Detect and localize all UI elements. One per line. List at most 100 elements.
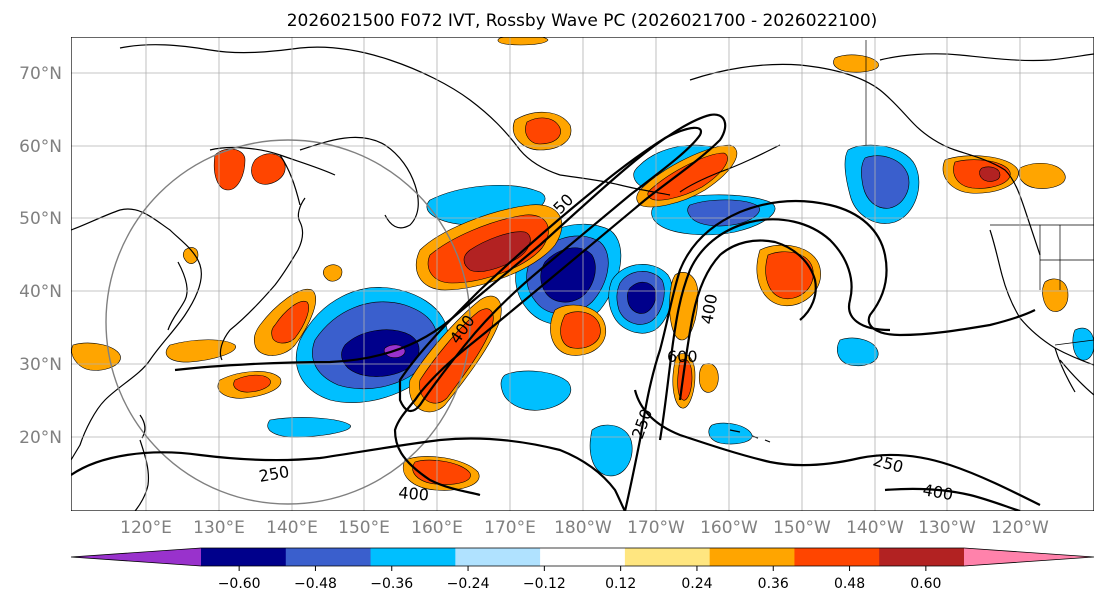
- coastline-baja: [1054, 347, 1094, 396]
- coastline-aleutians: [559, 174, 671, 196]
- negative-anomaly-subtropical-1: [500, 370, 571, 411]
- coastline-alaska-peninsula: [679, 144, 781, 193]
- colorbar-tick-label: −0.60: [218, 576, 261, 592]
- longitude-labels: 120°E 130°E 140°E 150°E 160°E 170°E 180°…: [120, 518, 1049, 538]
- positive-anomaly-subtropical-5: [698, 363, 719, 393]
- lon-label: 130°W: [918, 518, 976, 538]
- positive-anomaly-japan-core: [271, 300, 309, 344]
- colorbar-extend-min: [71, 548, 201, 566]
- coastline-japan: [219, 197, 306, 361]
- lon-label: 170°E: [484, 518, 536, 538]
- colorbar-segment: [879, 548, 965, 566]
- coastline-siberia: [119, 44, 561, 176]
- contour-600-core: [398, 126, 703, 413]
- colorbar-segment: [201, 548, 287, 566]
- positive-anomaly-arctic-1: [833, 54, 879, 73]
- ivt-contours: [71, 113, 1041, 511]
- lon-label: 120°W: [991, 518, 1049, 538]
- lon-label: 170°W: [627, 518, 685, 538]
- positive-anomaly-kamchatka-core: [525, 117, 561, 145]
- lat-label: 30°N: [19, 355, 62, 375]
- colorbar: −0.60 −0.48 −0.36 −0.24 −0.12 0.12 0.24 0.36 0.4…: [70, 547, 1095, 592]
- border-us-states-1: [1039, 225, 1094, 290]
- colorbar-segment: [540, 548, 626, 566]
- positive-anomaly-south-japan-core: [233, 374, 271, 393]
- graticule: [71, 37, 1094, 511]
- coastline-korea: [167, 261, 188, 331]
- lat-label: 50°N: [19, 209, 62, 229]
- lat-label: 20°N: [19, 428, 62, 448]
- lat-label: 60°N: [19, 137, 62, 157]
- negative-anomaly-gulf-alaska-core: [861, 155, 910, 209]
- colorbar-tick-label: 0.48: [834, 576, 865, 592]
- latitude-labels: 70°N 60°N 50°N 40°N 30°N 20°N: [19, 64, 62, 448]
- lon-label: 160°W: [700, 518, 758, 538]
- positive-anomaly-subtropical-4-core: [560, 311, 601, 349]
- contour-400-west: [174, 113, 727, 497]
- lon-label: 130°E: [193, 518, 245, 538]
- lon-label: 150°E: [338, 518, 390, 538]
- contour-label: 400: [398, 483, 430, 505]
- colorbar-tick-label: −0.24: [447, 576, 490, 592]
- colorbar-segment: [624, 548, 711, 566]
- coastlines: [71, 44, 1094, 511]
- lat-label: 70°N: [19, 64, 62, 84]
- coastline-taiwan: [139, 414, 146, 439]
- negative-anomaly-subtropical-5: [1072, 327, 1094, 361]
- colorbar-segment: [455, 548, 541, 566]
- colorbar-segment: [285, 548, 372, 566]
- colorbar-tick-label: −0.48: [294, 576, 337, 592]
- contour-250-east: [623, 199, 1036, 511]
- political-borders: [865, 40, 1094, 346]
- lon-label: 150°W: [773, 518, 831, 538]
- colorbar-extend-max: [964, 548, 1094, 566]
- positive-anomaly-arctic-2: [1018, 162, 1066, 189]
- contour-400-east: [658, 218, 891, 441]
- lon-label: 120°E: [120, 518, 172, 538]
- positive-anomaly-korea: [182, 247, 199, 264]
- map-area: 250 400 400 600 400 250 250 400 50: [71, 37, 1094, 511]
- contour-250-far-east: [633, 389, 1041, 506]
- colorbar-segment: [794, 548, 880, 566]
- negative-anomaly-central-inner: [540, 247, 596, 303]
- contour-600-east: [678, 239, 817, 401]
- colorbar-tick-label: 0.24: [681, 576, 712, 592]
- negative-anomaly-hawaii: [708, 422, 753, 445]
- colorbar-tick-label: −0.12: [523, 576, 566, 592]
- lon-label: 140°E: [266, 518, 318, 538]
- reference-circle: [105, 139, 471, 505]
- lat-label: 40°N: [19, 282, 62, 302]
- coastline-alaska: [689, 63, 1041, 256]
- colorbar-tick-label: 0.36: [758, 576, 789, 592]
- negative-anomaly-subtropical-2: [589, 424, 633, 477]
- positive-anomaly-sakhalin: [251, 153, 286, 185]
- colorbar-tick-label: 0.60: [910, 576, 941, 592]
- colorbar-tick-label: −0.36: [370, 576, 413, 592]
- coastline-kamchatka: [299, 136, 419, 229]
- negative-anomaly-subtropical-3: [267, 417, 351, 438]
- contour-250-west: [71, 437, 626, 511]
- negative-anomaly-dateline-inner: [627, 281, 657, 314]
- colorbar-outline: [70, 547, 1095, 567]
- colorbar-tick-label: 0.12: [605, 576, 636, 592]
- lon-label: 180°W: [554, 518, 612, 538]
- colorbar-segment: [709, 548, 795, 566]
- lon-label: 140°W: [846, 518, 904, 538]
- positive-anomaly-ecs: [165, 339, 236, 363]
- contour-400-far-east: [884, 487, 1021, 511]
- negative-anomaly-aleutian-core: [687, 199, 760, 227]
- negative-anomaly-subtropical-4: [837, 337, 879, 367]
- colorbar-segment: [370, 548, 456, 566]
- contour-label: 600: [667, 347, 698, 366]
- coastline-canada-north: [879, 53, 1094, 62]
- positive-anomaly-siberia: [497, 37, 549, 46]
- coastline-asia: [71, 208, 202, 461]
- border-us-mexico: [1054, 339, 1094, 346]
- positive-anomaly-sea-japan: [323, 264, 343, 282]
- positive-anomaly-bc-inner: [979, 166, 1001, 182]
- positive-anomaly-okhotsk: [213, 148, 246, 191]
- lon-label: 160°E: [411, 518, 463, 538]
- figure-title: 2026021500 F072 IVT, Rossby Wave PC (202…: [287, 11, 878, 31]
